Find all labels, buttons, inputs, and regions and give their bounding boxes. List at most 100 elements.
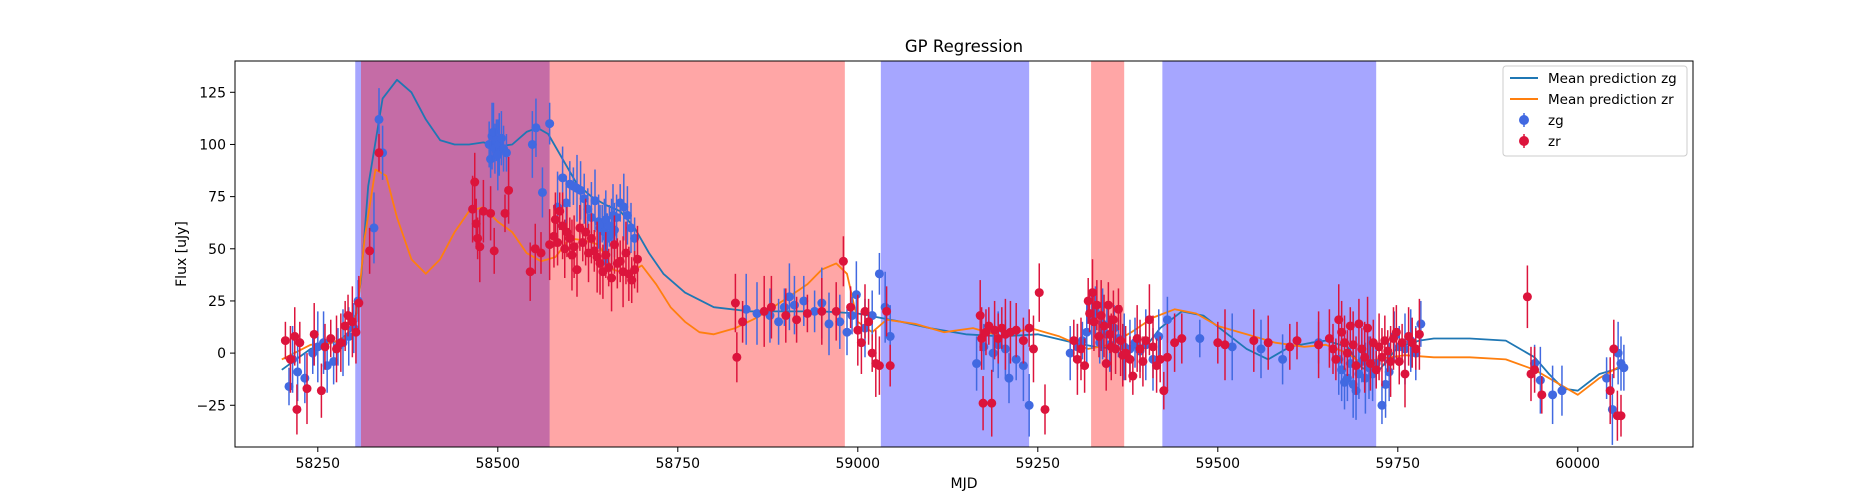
point-zr bbox=[1522, 292, 1532, 302]
point-zg bbox=[847, 311, 857, 321]
point-zg bbox=[622, 210, 632, 220]
data-points bbox=[280, 88, 1629, 445]
point-zr bbox=[1213, 338, 1223, 348]
point-zr bbox=[475, 242, 485, 252]
point-zg bbox=[626, 223, 636, 233]
x-axis-label: MJD bbox=[951, 476, 978, 492]
point-zg bbox=[972, 359, 982, 369]
point-zr bbox=[471, 219, 481, 229]
y-tick-label: 100 bbox=[199, 137, 226, 153]
x-tick-label: 58500 bbox=[476, 456, 521, 472]
legend-frame bbox=[1502, 65, 1688, 157]
point-zg bbox=[545, 119, 555, 129]
point-zg bbox=[558, 173, 568, 183]
x-tick-label: 59250 bbox=[1016, 456, 1061, 472]
point-zr bbox=[343, 311, 353, 321]
point-zr bbox=[525, 267, 535, 277]
point-zr bbox=[1092, 300, 1102, 310]
point-zr bbox=[1141, 336, 1151, 346]
point-zr bbox=[882, 306, 892, 316]
point-zg bbox=[799, 296, 809, 306]
point-zr bbox=[1292, 336, 1302, 346]
plot-area bbox=[280, 61, 1629, 447]
point-zr bbox=[993, 334, 1003, 344]
point-zr bbox=[1285, 342, 1295, 352]
point-zr bbox=[732, 352, 742, 362]
point-zg bbox=[1077, 336, 1087, 346]
point-zr bbox=[817, 306, 827, 316]
x-tick-label: 59750 bbox=[1376, 456, 1421, 472]
point-zr bbox=[846, 302, 856, 312]
point-zr bbox=[1391, 327, 1401, 337]
point-zg bbox=[527, 139, 537, 149]
legend: Mean prediction zg Mean prediction zr zg… bbox=[1502, 65, 1688, 157]
point-zr bbox=[1605, 386, 1615, 396]
point-zg bbox=[1162, 315, 1172, 325]
point-zr bbox=[347, 317, 357, 327]
point-zg bbox=[784, 292, 794, 302]
point-zr bbox=[500, 208, 510, 218]
point-zg bbox=[1384, 367, 1394, 377]
legend-label-line-zg: Mean prediction zg bbox=[1548, 71, 1677, 87]
legend-label-points-zr: zr bbox=[1548, 134, 1561, 150]
span-zr-1 bbox=[361, 61, 550, 447]
point-zr bbox=[504, 185, 514, 195]
point-zr bbox=[1324, 334, 1334, 344]
point-zg bbox=[561, 198, 571, 208]
span-zg-3 bbox=[880, 61, 1030, 447]
point-zr bbox=[1400, 369, 1410, 379]
point-zg bbox=[1011, 354, 1021, 364]
point-zg bbox=[374, 114, 384, 124]
point-zr bbox=[365, 246, 375, 256]
point-zr bbox=[1108, 315, 1118, 325]
point-zg bbox=[308, 348, 318, 358]
point-zg bbox=[1195, 334, 1205, 344]
point-zg bbox=[1227, 342, 1237, 352]
point-zr bbox=[1351, 361, 1361, 371]
point-zr bbox=[738, 317, 748, 327]
point-zr bbox=[730, 298, 740, 308]
shaded-intervals bbox=[355, 61, 1377, 447]
point-zr bbox=[567, 250, 577, 260]
point-zg bbox=[1065, 348, 1075, 358]
point-zr bbox=[1105, 329, 1115, 339]
point-zr bbox=[320, 342, 330, 352]
axes-frame bbox=[234, 60, 1694, 448]
point-zr bbox=[759, 306, 769, 316]
point-zr bbox=[864, 317, 874, 327]
point-zg bbox=[531, 123, 541, 133]
point-zg bbox=[835, 317, 845, 327]
span-zr-4 bbox=[1091, 61, 1125, 447]
point-zr bbox=[1076, 344, 1086, 354]
point-zg bbox=[885, 331, 895, 341]
point-zr bbox=[1363, 323, 1373, 333]
point-zg bbox=[842, 327, 852, 337]
point-zr bbox=[1018, 336, 1028, 346]
point-zr bbox=[572, 265, 582, 275]
point-zr bbox=[1028, 344, 1038, 354]
point-zr bbox=[1177, 334, 1187, 344]
span-zg-0 bbox=[355, 61, 550, 447]
point-zg bbox=[579, 194, 589, 204]
point-zr bbox=[978, 398, 988, 408]
point-zr bbox=[838, 256, 848, 266]
point-zr bbox=[332, 344, 342, 354]
point-zr bbox=[607, 273, 617, 283]
point-zg bbox=[988, 348, 998, 358]
point-zg bbox=[1535, 375, 1545, 385]
point-zr bbox=[473, 233, 483, 243]
y-axis-label: Flux [uJy] bbox=[174, 221, 190, 287]
point-zr bbox=[1220, 340, 1230, 350]
point-zr bbox=[560, 244, 570, 254]
point-zg bbox=[293, 367, 303, 377]
point-zr bbox=[1159, 386, 1169, 396]
point-zr bbox=[1354, 319, 1364, 329]
point-zr bbox=[285, 354, 295, 364]
point-zr bbox=[336, 338, 346, 348]
point-zr bbox=[1034, 288, 1044, 298]
point-zg bbox=[1381, 379, 1391, 389]
point-zr bbox=[489, 246, 499, 256]
point-zr bbox=[977, 334, 987, 344]
point-zr bbox=[1162, 352, 1172, 362]
point-zr bbox=[545, 240, 555, 250]
